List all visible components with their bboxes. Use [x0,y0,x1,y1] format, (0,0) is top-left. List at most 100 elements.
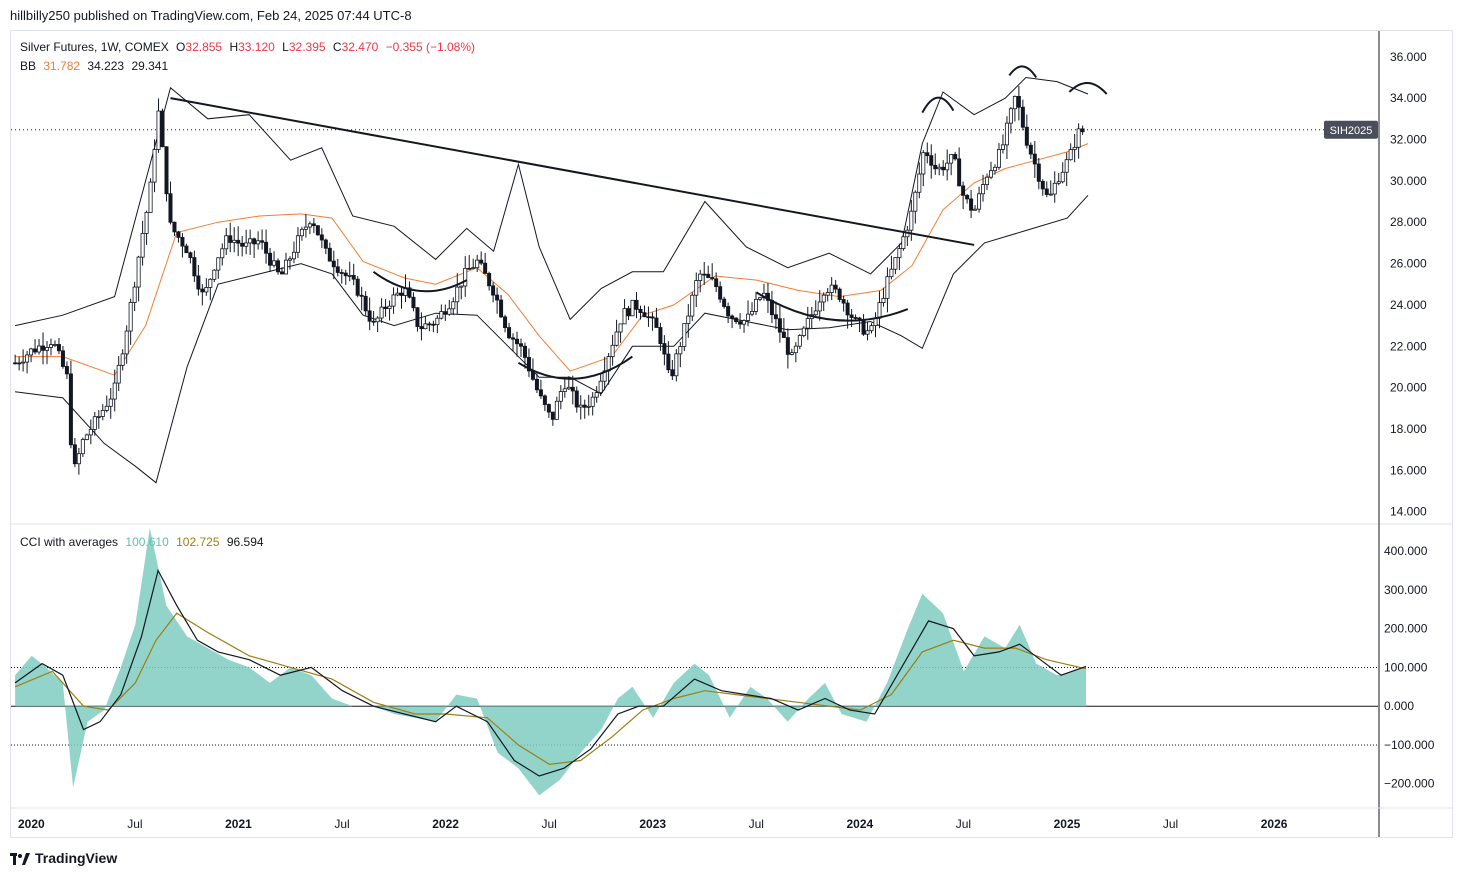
top-arc-3 [1068,81,1108,95]
price-tick-label: 26.000 [1390,257,1427,271]
bb-upper-line [14,76,1089,327]
candle-up [152,149,157,183]
candle-up [897,248,902,259]
candle-up [742,320,747,325]
candle-up [451,301,456,310]
candle-down [172,221,177,233]
time-tick-label: Jul [1163,817,1178,831]
candle-up [37,345,42,353]
candle-up [566,386,571,390]
candle-down [491,285,496,296]
candle-down [507,327,512,339]
price-tick-label: 36.000 [1390,50,1427,64]
cci-tick-label: −200.000 [1384,777,1435,791]
price-change: −0.355 (−1.08%) [385,40,476,54]
time-tick-label: 2021 [225,817,252,831]
candle-down [431,323,436,326]
top-arc-2 [1008,65,1038,79]
price-legend: Silver Futures, 1W, COMEX O32.855 H33.12… [20,40,479,54]
ohlc-low-value: 32.395 [288,40,326,54]
candle-up [889,268,894,278]
candle-up [750,311,755,315]
candle-up [618,323,623,333]
candle-up [435,317,440,326]
candle-up [463,267,468,287]
candle-up [989,170,994,178]
candle-up [1072,146,1077,151]
ohlc-open: O32.855 [176,40,222,54]
candle-up [287,258,292,261]
candle-up [220,248,225,259]
candle-down [574,390,579,408]
ohlc-close: C32.470 [333,40,378,54]
candle-down [280,271,285,275]
time-tick-label: Jul [541,817,556,831]
candle-up [949,154,954,164]
price-tick-label: 32.000 [1390,133,1427,147]
cci-legend: CCI with averages 100.610 102.725 96.594 [20,535,268,549]
candle-up [104,405,109,411]
chart-frame [10,30,1453,838]
candle-up [148,181,153,213]
candle-up [825,292,830,296]
candle-up [817,301,822,312]
candle-down [236,239,241,244]
candle-down [781,331,786,338]
candle-up [272,260,277,266]
candle-down [252,238,257,245]
candle-up [885,276,890,299]
candle-up [698,273,703,281]
candle-down [845,302,850,316]
candle-down [33,348,38,353]
candle-down [1024,126,1029,146]
publisher-header: hillbilly250 published on TradingView.co… [10,8,412,23]
bb-label: BB [20,59,37,73]
candle-up [1060,171,1065,183]
candle-up [614,331,619,346]
candle-down [714,278,719,288]
candle-up [901,236,906,249]
tradingview-logo-icon [10,852,30,865]
candle-up [590,396,595,407]
candle-up [789,352,794,355]
cci-avg1-value: 102.725 [176,535,220,549]
candle-up [21,361,26,364]
cci-pane [11,527,1378,796]
candle-down [499,299,504,318]
price-tick-label: 20.000 [1390,381,1427,395]
time-tick-label: 2026 [1261,817,1288,831]
candle-down [192,257,197,277]
candle-up [1064,159,1069,173]
candle-down [582,404,587,408]
candle-down [17,362,22,365]
price-tick-label: 16.000 [1390,463,1427,477]
candle-down [722,298,727,307]
cci-tick-label: −100.000 [1384,738,1435,752]
left-shoulder-arc [372,271,468,293]
candle-up [973,208,978,211]
candle-down [228,235,233,243]
candle-down [718,286,723,300]
candle-up [208,278,213,288]
candle-up [140,233,145,258]
candle-down [407,287,412,298]
candle-up [447,308,452,315]
price-tick-label: 22.000 [1390,339,1427,353]
candle-up [1048,193,1053,196]
candle-down [335,266,340,273]
time-tick-label: Jul [749,817,764,831]
candle-up [1056,181,1061,184]
candle-up [622,308,627,325]
candle-up [801,327,806,336]
candle-down [399,292,404,296]
candle-up [893,257,898,270]
candle-up [395,292,400,296]
tradingview-brand[interactable]: TradingView [10,850,117,866]
candle-up [112,382,117,400]
candle-down [184,245,189,254]
candle-up [1068,149,1073,161]
candle-up [877,302,882,319]
candle-down [933,164,938,170]
candle-up [977,193,982,210]
